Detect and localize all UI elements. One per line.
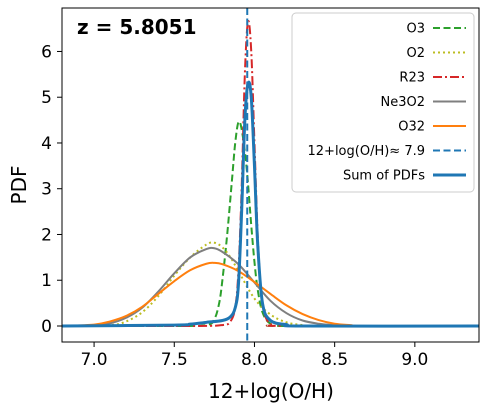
legend-label-o32: O32 [398, 120, 425, 135]
plot-area [62, 8, 479, 342]
x-tick-label: 7.5 [161, 350, 188, 370]
y-tick-label: 1 [41, 271, 52, 291]
legend-label-o2: O2 [406, 46, 425, 61]
y-tick-label: 2 [41, 225, 52, 245]
legend-label-r23: R23 [399, 71, 425, 86]
series-line-o32 [62, 261, 479, 328]
y-tick-label: 6 [41, 42, 52, 62]
axes-frame [61, 7, 480, 343]
x-tick-label: 9.0 [401, 350, 428, 370]
legend-box [291, 12, 475, 193]
axis-ticks: 7.0 7.5 8.0 8.5 9.0 0 1 2 3 4 5 6 [41, 42, 428, 370]
y-tick-label: 4 [41, 134, 52, 154]
y-axis-title: PDF [7, 166, 31, 205]
y-tick-label: 0 [41, 317, 52, 337]
legend-label-ne3o2: Ne3O2 [381, 95, 426, 110]
y-tick-label: 5 [41, 88, 52, 108]
y-tick-label: 3 [41, 180, 52, 200]
x-tick-label: 7.0 [81, 350, 108, 370]
series-line-sum-of-pdfs [62, 80, 479, 328]
legend: O3 O2 R23 Ne3O2 O32 12+log(O/H)≈ 7.9 Sum of PD… [291, 12, 475, 193]
legend-label-o3: O3 [406, 22, 425, 37]
series-line-r23 [62, 20, 479, 328]
x-axis-title: 12+log(O/H) [208, 379, 334, 403]
x-tick-label: 8.5 [321, 350, 348, 370]
legend-label-12-log-o-h-7-9: 12+log(O/H)≈ 7.9 [308, 144, 425, 159]
redshift-annotation: z = 5.8051 [77, 15, 197, 39]
legend-label-sum-of-pdfs: Sum of PDFs [343, 169, 425, 184]
series-line-o2 [62, 241, 479, 328]
x-tick-label: 8.0 [241, 350, 268, 370]
series-line-ne3o2 [62, 246, 479, 328]
